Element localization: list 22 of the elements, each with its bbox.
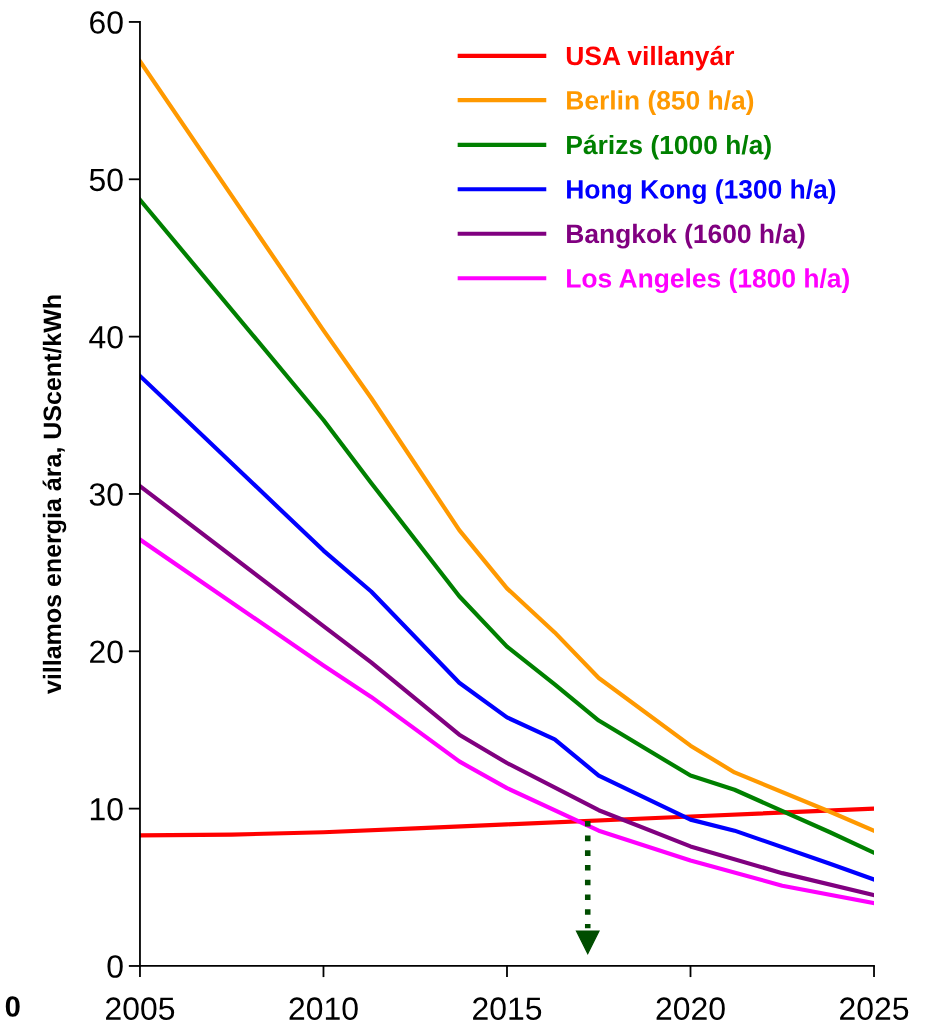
legend-label: USA villanyár — [566, 45, 735, 71]
legend-label: Los Angeles (1800 h/a) — [567, 268, 849, 294]
legend-label: Bangkok (1600 h/a) — [567, 223, 805, 249]
y-tick-label: 50 — [89, 168, 123, 192]
y-tick-label: 40 — [89, 325, 123, 349]
text: 0 — [5, 996, 20, 1017]
legend-label: Párizs (1000 h/a) — [567, 134, 771, 160]
x-tick-label: 2020 — [656, 997, 725, 1020]
y-tick-label: 20 — [90, 640, 123, 664]
legend-label: Hong Kong (1300 h/a) — [567, 179, 836, 205]
y-axis-title: villamos energia ára, UScent/kWh — [42, 295, 67, 694]
y-tick-label: 10 — [90, 797, 123, 821]
y-tick-label: 30 — [89, 483, 123, 506]
y-tick-label: 60 — [90, 11, 123, 34]
x-tick-label: 2015 — [473, 997, 542, 1020]
line-series — [139, 373, 875, 882]
x-tick-label: 2025 — [840, 997, 909, 1020]
x-tick-label: 2005 — [106, 997, 175, 1020]
x-tick-label: 2010 — [289, 997, 358, 1020]
line-series — [139, 806, 875, 838]
y-tick-label: 0 — [107, 955, 123, 978]
legend-label: Berlin (850 h/a) — [567, 90, 754, 115]
